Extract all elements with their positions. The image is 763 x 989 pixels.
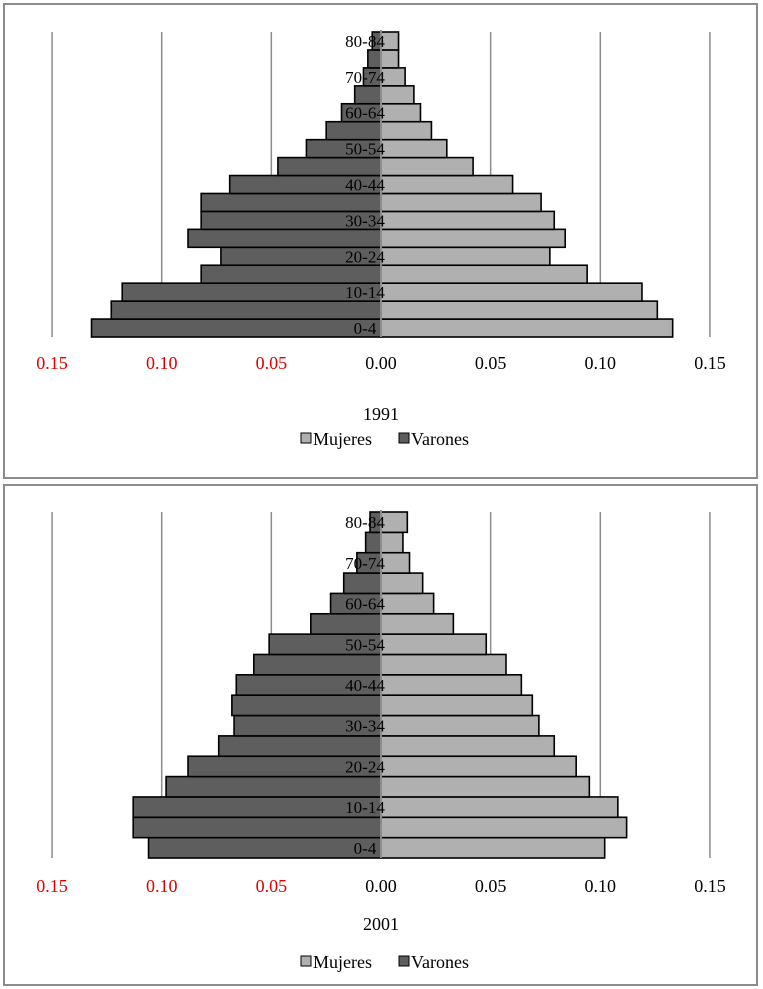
bar-mujeres-14 bbox=[380, 551, 411, 574]
bar-mujeres-7 bbox=[380, 192, 542, 213]
age-label: 10-14 bbox=[345, 798, 385, 817]
bar-mujeres-6 bbox=[380, 210, 556, 231]
age-label: 20-24 bbox=[345, 757, 385, 776]
bar-varones-3 bbox=[200, 264, 382, 284]
age-label: 50-54 bbox=[345, 635, 385, 654]
bar-mujeres-9 bbox=[380, 156, 474, 177]
bar-mujeres-15 bbox=[380, 49, 400, 69]
bar-varones-7 bbox=[231, 694, 382, 717]
bar-varones-3 bbox=[165, 775, 382, 798]
legend-label-varones: Varones bbox=[411, 952, 469, 972]
bar-varones-7 bbox=[200, 192, 382, 213]
age-label: 80-84 bbox=[345, 513, 385, 532]
bar-mujeres-4 bbox=[380, 755, 577, 778]
age-label: 60-64 bbox=[345, 104, 385, 123]
bar-varones-13 bbox=[342, 572, 382, 595]
bar-mujeres-8 bbox=[380, 174, 514, 195]
x-tick-label: 0.05 bbox=[475, 876, 507, 896]
bar-mujeres-0 bbox=[380, 318, 674, 338]
bar-varones-15 bbox=[367, 49, 382, 69]
age-label: 30-34 bbox=[345, 717, 385, 736]
bar-mujeres-13 bbox=[380, 85, 415, 105]
legend-swatch-mujeres bbox=[300, 432, 312, 444]
legend-label-mujeres: Mujeres bbox=[313, 429, 372, 449]
x-tick-label: 0.05 bbox=[256, 353, 288, 373]
bar-mujeres-5 bbox=[380, 228, 567, 249]
age-label: 10-14 bbox=[345, 283, 385, 302]
bar-varones-1 bbox=[132, 816, 382, 839]
bar-mujeres-11 bbox=[380, 612, 455, 635]
bar-mujeres-11 bbox=[380, 120, 433, 141]
bar-mujeres-15 bbox=[380, 531, 404, 554]
bar-mujeres-8 bbox=[380, 674, 523, 696]
bar-varones-0 bbox=[147, 836, 382, 859]
bar-mujeres-3 bbox=[380, 775, 591, 798]
bar-mujeres-4 bbox=[380, 246, 551, 267]
bar-mujeres-6 bbox=[380, 714, 540, 737]
pyramid-panel-2001: 80-84 70-74 60-64 50-54 40-44 30-34 20-24 10-14… bbox=[3, 484, 758, 986]
age-label: 0-4 bbox=[354, 839, 377, 858]
age-label: 50-54 bbox=[345, 140, 385, 159]
age-label: 70-74 bbox=[345, 554, 385, 573]
bar-mujeres-12 bbox=[380, 102, 422, 123]
x-tick-label: 0.10 bbox=[585, 876, 617, 896]
age-label: 0-4 bbox=[354, 319, 377, 338]
age-label: 80-84 bbox=[345, 32, 385, 51]
chart-title: 1991 bbox=[363, 404, 399, 424]
bar-mujeres-3 bbox=[380, 264, 588, 284]
x-tick-label: 0.00 bbox=[365, 876, 397, 896]
legend-swatch-varones bbox=[398, 955, 410, 967]
bar-mujeres-9 bbox=[380, 653, 507, 676]
bar-mujeres-5 bbox=[380, 735, 556, 758]
bar-mujeres-2 bbox=[380, 282, 643, 302]
bar-varones-2 bbox=[132, 796, 382, 819]
bar-varones-9 bbox=[277, 156, 382, 177]
bar-varones-11 bbox=[325, 120, 382, 141]
x-tick-label: 0.15 bbox=[694, 353, 726, 373]
bar-mujeres-16 bbox=[380, 511, 409, 534]
pyramid-panel-1991: 80-84 70-74 60-64 50-54 40-44 30-34 20-24 10-14… bbox=[3, 3, 758, 479]
bar-varones-9 bbox=[253, 653, 382, 676]
bar-varones-11 bbox=[310, 612, 382, 635]
pyramid-chart-2001: 80-84 70-74 60-64 50-54 40-44 30-34 20-24 10-14… bbox=[36, 510, 726, 972]
bar-mujeres-10 bbox=[380, 633, 488, 656]
age-label: 70-74 bbox=[345, 68, 385, 87]
bar-mujeres-2 bbox=[380, 796, 619, 819]
age-label: 30-34 bbox=[345, 211, 385, 230]
legend-swatch-varones bbox=[398, 432, 410, 444]
x-tick-label: 0.15 bbox=[36, 353, 68, 373]
bar-varones-5 bbox=[217, 735, 382, 758]
legend-label-mujeres: Mujeres bbox=[313, 952, 372, 972]
bar-varones-13 bbox=[353, 85, 382, 105]
bar-mujeres-13 bbox=[380, 572, 424, 595]
bar-varones-15 bbox=[364, 531, 382, 554]
legend-label-varones: Varones bbox=[411, 429, 469, 449]
x-tick-label: 0.05 bbox=[256, 876, 288, 896]
bar-mujeres-1 bbox=[380, 816, 628, 839]
legend-swatch-mujeres bbox=[300, 955, 312, 967]
age-label: 40-44 bbox=[345, 176, 385, 195]
chart-title: 2001 bbox=[363, 914, 399, 934]
pyramid-chart-1991: 80-84 70-74 60-64 50-54 40-44 30-34 20-24 10-14… bbox=[36, 30, 726, 449]
x-tick-label: 0.10 bbox=[146, 353, 178, 373]
x-tick-label: 0.10 bbox=[146, 876, 178, 896]
bar-mujeres-0 bbox=[380, 836, 606, 859]
bar-varones-0 bbox=[90, 318, 382, 338]
x-tick-label: 0.00 bbox=[365, 353, 397, 373]
bar-varones-1 bbox=[110, 300, 382, 320]
age-label: 40-44 bbox=[345, 676, 385, 695]
x-tick-label: 0.10 bbox=[585, 353, 617, 373]
bar-mujeres-7 bbox=[380, 694, 534, 717]
bar-varones-5 bbox=[187, 228, 382, 249]
bar-varones-2 bbox=[121, 282, 382, 302]
x-tick-label: 0.15 bbox=[36, 876, 68, 896]
x-tick-label: 0.05 bbox=[475, 353, 507, 373]
bar-mujeres-12 bbox=[380, 592, 435, 615]
bar-mujeres-1 bbox=[380, 300, 659, 320]
bar-mujeres-10 bbox=[380, 138, 448, 159]
x-tick-label: 0.15 bbox=[694, 876, 726, 896]
age-label: 20-24 bbox=[345, 247, 385, 266]
age-label: 60-64 bbox=[345, 595, 385, 614]
